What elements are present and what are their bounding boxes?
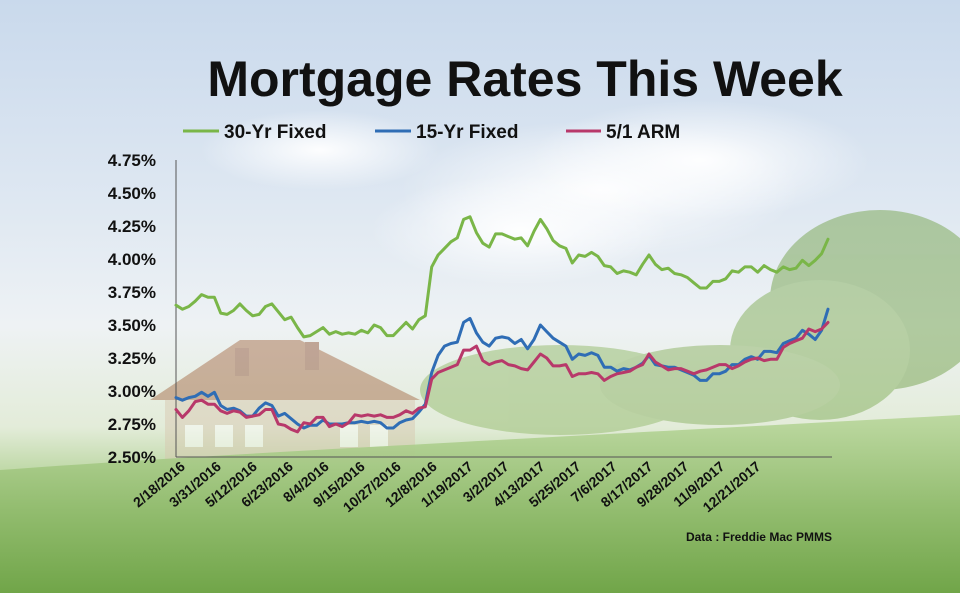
y-tick-label: 3.50% <box>108 316 156 335</box>
y-tick-label: 2.50% <box>108 448 156 467</box>
y-tick-label: 3.75% <box>108 283 156 302</box>
grass-field <box>0 415 960 593</box>
clouds <box>200 100 870 285</box>
series-line-5-1-arm <box>174 320 830 434</box>
legend-label-30yr: 30-Yr Fixed <box>224 122 326 143</box>
y-tick-label: 4.50% <box>108 184 156 203</box>
legend: 30-Yr Fixed 15-Yr Fixed 5/1 ARM <box>183 122 680 143</box>
y-tick-label: 2.75% <box>108 415 156 434</box>
x-axis: 2/18/20163/31/20165/12/20166/23/20168/4/… <box>130 456 832 515</box>
legend-item-15yr: 15-Yr Fixed <box>375 122 518 143</box>
legend-item-arm: 5/1 ARM <box>566 122 680 143</box>
series-lines <box>174 215 830 434</box>
series-line-15yr-fixed <box>174 307 830 430</box>
y-tick-label: 3.25% <box>108 349 156 368</box>
series-line-30yr-fixed <box>174 215 830 339</box>
chart-title: Mortgage Rates This Week <box>207 51 843 107</box>
tree-line <box>420 210 960 435</box>
y-tick-label: 3.00% <box>108 382 156 401</box>
y-axis: 2.50% 2.75% 3.00% 3.25% 3.50% 3.75% 4.00% 4.25%… <box>108 151 177 467</box>
y-tick-label: 4.25% <box>108 217 156 236</box>
legend-item-30yr: 30-Yr Fixed <box>183 122 326 143</box>
data-source: Data : Freddie Mac PMMS <box>686 530 832 544</box>
y-tick-label: 4.75% <box>108 151 156 170</box>
legend-label-15yr: 15-Yr Fixed <box>416 122 518 143</box>
y-tick-label: 4.00% <box>108 250 156 269</box>
legend-label-arm: 5/1 ARM <box>606 122 680 143</box>
